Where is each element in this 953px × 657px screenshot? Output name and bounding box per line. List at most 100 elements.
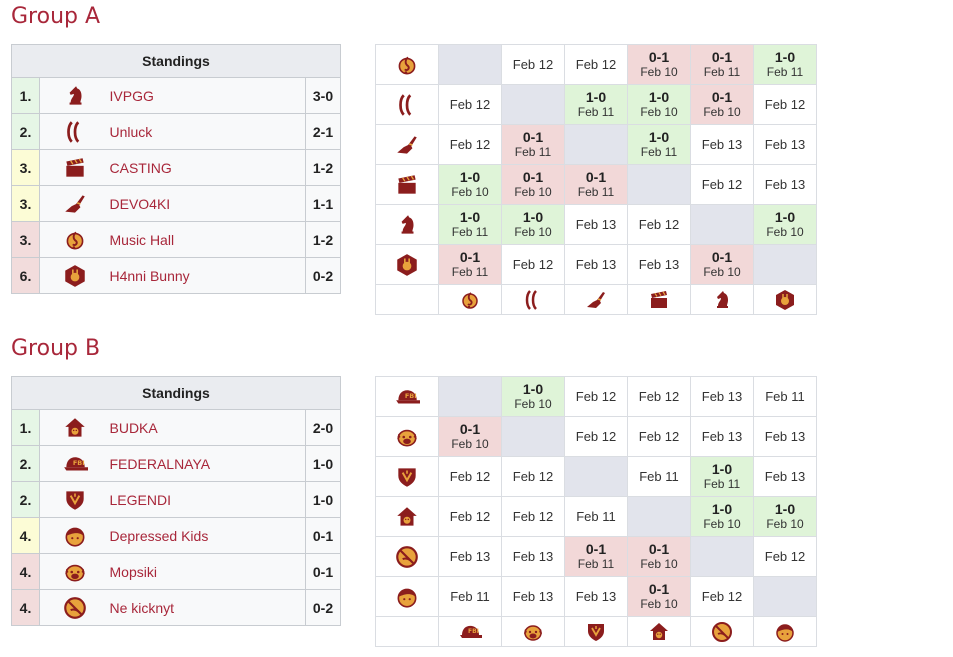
- match-result-cell[interactable]: 1-0 Feb 10: [501, 204, 565, 245]
- no-kick-icon[interactable]: [690, 616, 754, 647]
- match-date-cell[interactable]: Feb 13: [690, 416, 754, 457]
- team-link[interactable]: FEDERALNAYA: [109, 445, 306, 482]
- match-date-cell[interactable]: Feb 11: [438, 576, 502, 617]
- match-result-cell[interactable]: 1-0 Feb 10: [438, 164, 502, 205]
- match-date-cell[interactable]: Feb 11: [627, 456, 691, 497]
- match-result-cell[interactable]: 0-1 Feb 10: [690, 244, 754, 285]
- bunny-badge-icon[interactable]: [753, 284, 817, 315]
- match-date-cell[interactable]: Feb 11: [753, 376, 817, 417]
- match-date: Feb 10: [766, 516, 804, 531]
- treble-clef-icon[interactable]: [438, 284, 502, 315]
- match-date-cell[interactable]: Feb 12: [690, 576, 754, 617]
- match-date-cell[interactable]: Feb 13: [753, 456, 817, 497]
- match-date-cell[interactable]: Feb 12: [627, 376, 691, 417]
- team-link[interactable]: Depressed Kids: [109, 517, 306, 554]
- team-link[interactable]: IVPGG: [109, 77, 306, 114]
- match-date-cell[interactable]: Feb 12: [753, 84, 817, 125]
- match-date-cell[interactable]: Feb 12: [438, 124, 502, 165]
- match-date-cell[interactable]: Feb 12: [501, 244, 565, 285]
- match-result-cell[interactable]: 1-0 Feb 11: [438, 204, 502, 245]
- clapperboard-icon[interactable]: [627, 284, 691, 315]
- knight-icon[interactable]: [375, 204, 439, 245]
- team-link[interactable]: Music Hall: [109, 221, 306, 258]
- match-date: Feb 12: [638, 217, 680, 232]
- no-kick-icon[interactable]: [375, 536, 439, 577]
- team-link[interactable]: BUDKA: [109, 409, 306, 446]
- shield-crest-icon[interactable]: [564, 616, 628, 647]
- fbi-cap-icon[interactable]: FBI: [375, 376, 439, 417]
- match-date-cell[interactable]: Feb 13: [627, 244, 691, 285]
- match-date-cell[interactable]: Feb 12: [501, 456, 565, 497]
- kid-face-icon[interactable]: [753, 616, 817, 647]
- match-result-cell[interactable]: 0-1 Feb 10: [627, 536, 691, 577]
- shield-crest-icon[interactable]: [375, 456, 439, 497]
- team-link[interactable]: Unluck: [109, 113, 306, 150]
- match-date-cell[interactable]: Feb 12: [438, 496, 502, 537]
- match-date-cell[interactable]: Feb 12: [564, 416, 628, 457]
- match-result-cell[interactable]: 1-0 Feb 11: [564, 84, 628, 125]
- match-date-cell[interactable]: Feb 13: [690, 124, 754, 165]
- bunny-badge-icon[interactable]: [375, 244, 439, 285]
- match-result-cell[interactable]: 0-1 Feb 10: [627, 576, 691, 617]
- match-result-cell[interactable]: 0-1 Feb 10: [690, 84, 754, 125]
- match-date-cell[interactable]: Feb 13: [501, 576, 565, 617]
- match-date-cell[interactable]: Feb 13: [753, 416, 817, 457]
- team-link[interactable]: Ne kicknyt: [109, 589, 306, 626]
- match-result-cell[interactable]: 0-1 Feb 11: [564, 536, 628, 577]
- doghouse-icon[interactable]: [627, 616, 691, 647]
- match-date-cell[interactable]: Feb 12: [564, 376, 628, 417]
- match-date-cell[interactable]: Feb 12: [753, 536, 817, 577]
- match-date-cell[interactable]: Feb 12: [690, 164, 754, 205]
- match-date-cell[interactable]: Feb 12: [501, 44, 565, 85]
- treble-clef-icon[interactable]: [375, 44, 439, 85]
- match-date-cell[interactable]: Feb 13: [564, 244, 628, 285]
- match-result-cell[interactable]: 1-0 Feb 11: [627, 124, 691, 165]
- team-link[interactable]: Mopsiki: [109, 553, 306, 590]
- match-result-cell[interactable]: 1-0 Feb 11: [690, 456, 754, 497]
- match-date-cell[interactable]: Feb 12: [438, 84, 502, 125]
- match-date: Feb 10: [766, 224, 804, 239]
- match-date-cell[interactable]: Feb 13: [564, 576, 628, 617]
- pug-icon[interactable]: [375, 416, 439, 457]
- parentheses-icon[interactable]: [501, 284, 565, 315]
- match-result-cell[interactable]: 0-1 Feb 10: [438, 416, 502, 457]
- knight-icon[interactable]: [690, 284, 754, 315]
- team-link[interactable]: DEVO4KI: [109, 185, 306, 222]
- match-result-cell[interactable]: 0-1 Feb 11: [690, 44, 754, 85]
- team-link[interactable]: LEGENDI: [109, 481, 306, 518]
- team-link[interactable]: CASTING: [109, 149, 306, 186]
- match-result-cell[interactable]: 0-1 Feb 10: [501, 164, 565, 205]
- match-date-cell[interactable]: Feb 12: [564, 44, 628, 85]
- match-date-cell[interactable]: Feb 12: [627, 416, 691, 457]
- match-result-cell[interactable]: 0-1 Feb 11: [501, 124, 565, 165]
- doghouse-icon[interactable]: [375, 496, 439, 537]
- match-date-cell[interactable]: Feb 13: [564, 204, 628, 245]
- match-date-cell[interactable]: Feb 13: [753, 164, 817, 205]
- match-date-cell[interactable]: Feb 13: [753, 124, 817, 165]
- match-date-cell[interactable]: Feb 12: [501, 496, 565, 537]
- match-result-cell[interactable]: 1-0 Feb 10: [627, 84, 691, 125]
- team-link[interactable]: H4nni Bunny: [109, 257, 306, 294]
- match-date-cell[interactable]: Feb 13: [501, 536, 565, 577]
- match-result-cell[interactable]: 1-0 Feb 10: [753, 496, 817, 537]
- match-date: Feb 13: [764, 469, 806, 484]
- pug-icon[interactable]: [501, 616, 565, 647]
- match-date-cell[interactable]: Feb 12: [438, 456, 502, 497]
- hand-icon[interactable]: [564, 284, 628, 315]
- clapperboard-icon[interactable]: [375, 164, 439, 205]
- kid-face-icon[interactable]: [375, 576, 439, 617]
- match-date-cell[interactable]: Feb 13: [690, 376, 754, 417]
- fbi-cap-icon[interactable]: FBI: [438, 616, 502, 647]
- match-result-cell[interactable]: 1-0 Feb 11: [753, 44, 817, 85]
- match-result-cell[interactable]: 0-1 Feb 10: [627, 44, 691, 85]
- match-result-cell[interactable]: 0-1 Feb 11: [564, 164, 628, 205]
- match-date-cell[interactable]: Feb 13: [438, 536, 502, 577]
- parentheses-icon[interactable]: [375, 84, 439, 125]
- match-result-cell[interactable]: 1-0 Feb 10: [501, 376, 565, 417]
- match-result-cell[interactable]: 0-1 Feb 11: [438, 244, 502, 285]
- match-result-cell[interactable]: 1-0 Feb 10: [753, 204, 817, 245]
- match-date-cell[interactable]: Feb 11: [564, 496, 628, 537]
- match-result-cell[interactable]: 1-0 Feb 10: [690, 496, 754, 537]
- hand-icon[interactable]: [375, 124, 439, 165]
- match-date-cell[interactable]: Feb 12: [627, 204, 691, 245]
